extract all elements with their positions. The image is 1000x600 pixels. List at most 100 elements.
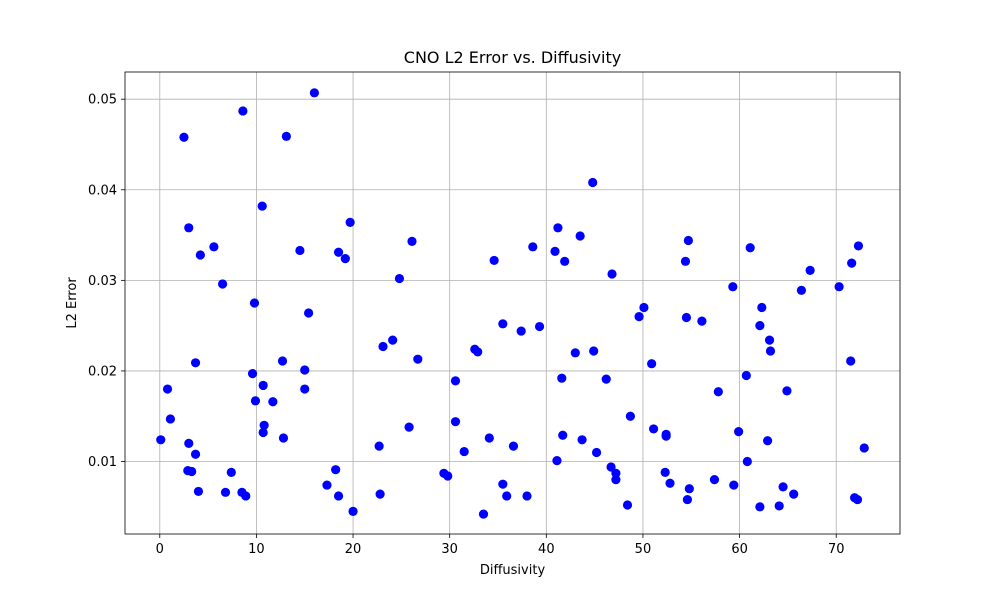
data-point	[729, 480, 739, 490]
x-tick-label: 70	[828, 542, 845, 557]
data-point	[184, 223, 194, 233]
data-point	[591, 447, 602, 458]
data-point	[550, 246, 560, 256]
data-point	[257, 201, 267, 211]
data-point	[661, 429, 671, 439]
data-point	[209, 242, 219, 252]
data-point	[611, 475, 621, 485]
data-point	[553, 223, 563, 233]
data-point	[404, 422, 414, 432]
data-point	[187, 466, 197, 477]
data-point	[764, 335, 775, 345]
data-point	[852, 494, 863, 505]
data-point	[443, 471, 453, 481]
x-tick-label: 50	[635, 542, 652, 557]
data-point	[734, 427, 744, 437]
data-point	[560, 256, 570, 266]
data-point	[217, 279, 228, 289]
data-point	[684, 484, 694, 494]
data-point	[333, 491, 344, 501]
data-point	[378, 341, 388, 352]
data-point	[304, 308, 314, 318]
data-point	[528, 242, 538, 252]
data-point	[309, 88, 320, 98]
data-point	[755, 502, 765, 512]
data-point	[498, 479, 508, 489]
data-point	[680, 256, 691, 266]
grid	[125, 72, 900, 534]
y-tick-label: 0.04	[88, 183, 117, 198]
data-point	[741, 370, 751, 381]
x-tick-label: 20	[345, 542, 362, 557]
axis-ticks: 0 10 20 30 40 50 60 70 0.01 0.02 0.03 0.04 0.05	[88, 93, 844, 557]
data-point	[450, 376, 461, 386]
x-tick-label: 10	[248, 542, 265, 557]
data-point	[295, 245, 305, 256]
data-point	[634, 311, 644, 322]
data-point	[606, 462, 616, 472]
x-tick-label: 0	[156, 542, 164, 557]
data-point	[765, 346, 776, 356]
data-point	[683, 235, 693, 246]
y-tick-label: 0.02	[88, 364, 117, 379]
data-point	[782, 386, 792, 396]
data-point	[407, 236, 417, 246]
plot-frame	[124, 71, 901, 535]
x-axis-label: Diffusivity	[480, 563, 546, 578]
data-point	[374, 441, 384, 451]
data-point	[853, 241, 864, 251]
data-point	[713, 387, 723, 397]
y-tick-label: 0.05	[88, 93, 117, 108]
data-point	[247, 369, 258, 379]
data-point	[778, 482, 788, 492]
data-point	[375, 489, 385, 499]
data-point	[516, 326, 526, 336]
data-point	[331, 465, 341, 475]
data-point	[575, 231, 585, 241]
data-point	[774, 501, 784, 511]
data-point	[847, 258, 857, 268]
chart-title: CNO L2 Error vs. Diffusivity	[404, 48, 621, 67]
data-point	[190, 358, 201, 368]
data-point	[647, 359, 657, 369]
data-point	[570, 348, 580, 358]
data-point	[745, 243, 755, 253]
data-point	[340, 254, 350, 264]
data-point	[300, 365, 310, 375]
x-tick-label: 40	[538, 542, 555, 557]
data-point	[250, 396, 261, 406]
data-point	[450, 417, 461, 427]
data-point	[322, 480, 332, 490]
data-point	[522, 491, 532, 501]
data-point	[165, 414, 176, 424]
data-point	[281, 131, 291, 141]
data-point	[345, 217, 355, 227]
data-point	[846, 356, 856, 366]
data-point	[277, 356, 288, 366]
data-point	[258, 427, 268, 438]
data-point	[697, 316, 707, 326]
data-point	[660, 467, 670, 477]
data-point	[577, 435, 587, 445]
data-point	[502, 491, 512, 501]
data-point	[220, 487, 231, 497]
data-point	[300, 384, 310, 394]
data-point	[757, 302, 767, 313]
data-point	[648, 424, 659, 434]
data-point	[484, 433, 494, 443]
data-point	[459, 446, 469, 457]
data-point	[834, 282, 844, 292]
data-point	[348, 506, 358, 516]
data-point	[552, 456, 562, 466]
data-point	[639, 302, 649, 313]
data-point	[607, 269, 617, 279]
data-point	[534, 321, 545, 332]
data-point	[601, 374, 611, 384]
data-point	[238, 106, 248, 116]
data-point	[789, 489, 799, 499]
data-point	[193, 486, 204, 497]
data-point	[622, 500, 633, 510]
data-point	[755, 321, 765, 331]
